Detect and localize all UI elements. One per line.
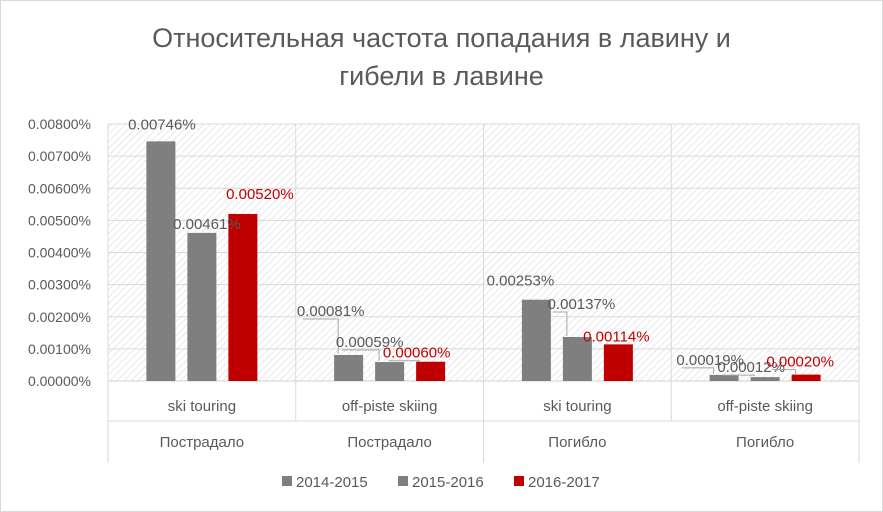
data-label: 0.00461% [173, 216, 241, 233]
group-label: Пострадало [347, 434, 432, 451]
bar [375, 362, 405, 381]
data-label: 0.00060% [383, 345, 451, 362]
data-label: 0.00059% [336, 334, 404, 351]
y-tick-label: 0.00600% [28, 180, 91, 196]
data-label-leader [682, 367, 715, 374]
y-tick-label: 0.00800% [28, 116, 91, 132]
chart-title-line-1: Относительная частота попадания в лавину… [152, 23, 731, 53]
category-label: ski touring [168, 398, 236, 415]
bar [416, 361, 446, 381]
y-tick-label: 0.00000% [28, 373, 91, 389]
y-tick-label: 0.00700% [28, 148, 91, 164]
group-label: Погибло [736, 434, 794, 451]
category-label: off-piste skiing [717, 398, 813, 415]
group-label: Погибло [548, 434, 606, 451]
chart-title-line-2: гибели в лавине [339, 61, 544, 91]
legend-swatch [282, 476, 292, 486]
bar [334, 354, 364, 381]
y-tick-label: 0.00200% [28, 309, 91, 325]
y-tick-label: 0.00400% [28, 245, 91, 261]
chart-title: Относительная частота попадания в лавину… [1, 19, 882, 95]
data-label: 0.00746% [128, 116, 196, 133]
data-label: 0.00012% [717, 359, 785, 376]
category-label: ski touring [543, 398, 611, 415]
y-tick-label: 0.00300% [28, 277, 91, 293]
data-label-leader [772, 369, 797, 374]
bar [709, 374, 739, 381]
legend-label: 2016-2017 [528, 474, 600, 491]
legend-label: 2015-2016 [412, 474, 484, 491]
group-label: Пострадало [160, 434, 245, 451]
bar [521, 299, 551, 381]
y-tick-label: 0.00100% [28, 341, 91, 357]
data-label: 0.00020% [766, 354, 834, 371]
data-label-leader [553, 311, 568, 336]
bar [146, 141, 176, 381]
data-label-leader [302, 318, 339, 354]
data-label: 0.00081% [297, 303, 365, 320]
bar [187, 232, 217, 381]
bar [791, 374, 821, 381]
y-tick-label: 0.00500% [28, 212, 91, 228]
data-label: 0.00114% [583, 328, 649, 345]
data-label-leader [341, 349, 380, 362]
data-label-leader [723, 374, 756, 377]
bar [228, 213, 258, 381]
legend-label: 2014-2015 [296, 474, 368, 491]
bar [750, 377, 780, 381]
category-label: off-piste skiing [342, 398, 438, 415]
bar [562, 336, 592, 381]
data-label: 0.00520% [226, 186, 294, 203]
data-label: 0.00137% [548, 296, 616, 313]
data-label: 0.00019% [676, 352, 744, 369]
bar [603, 344, 633, 381]
legend-swatch [398, 476, 408, 486]
data-label: 0.00253% [487, 273, 555, 290]
legend-swatch [514, 476, 524, 486]
